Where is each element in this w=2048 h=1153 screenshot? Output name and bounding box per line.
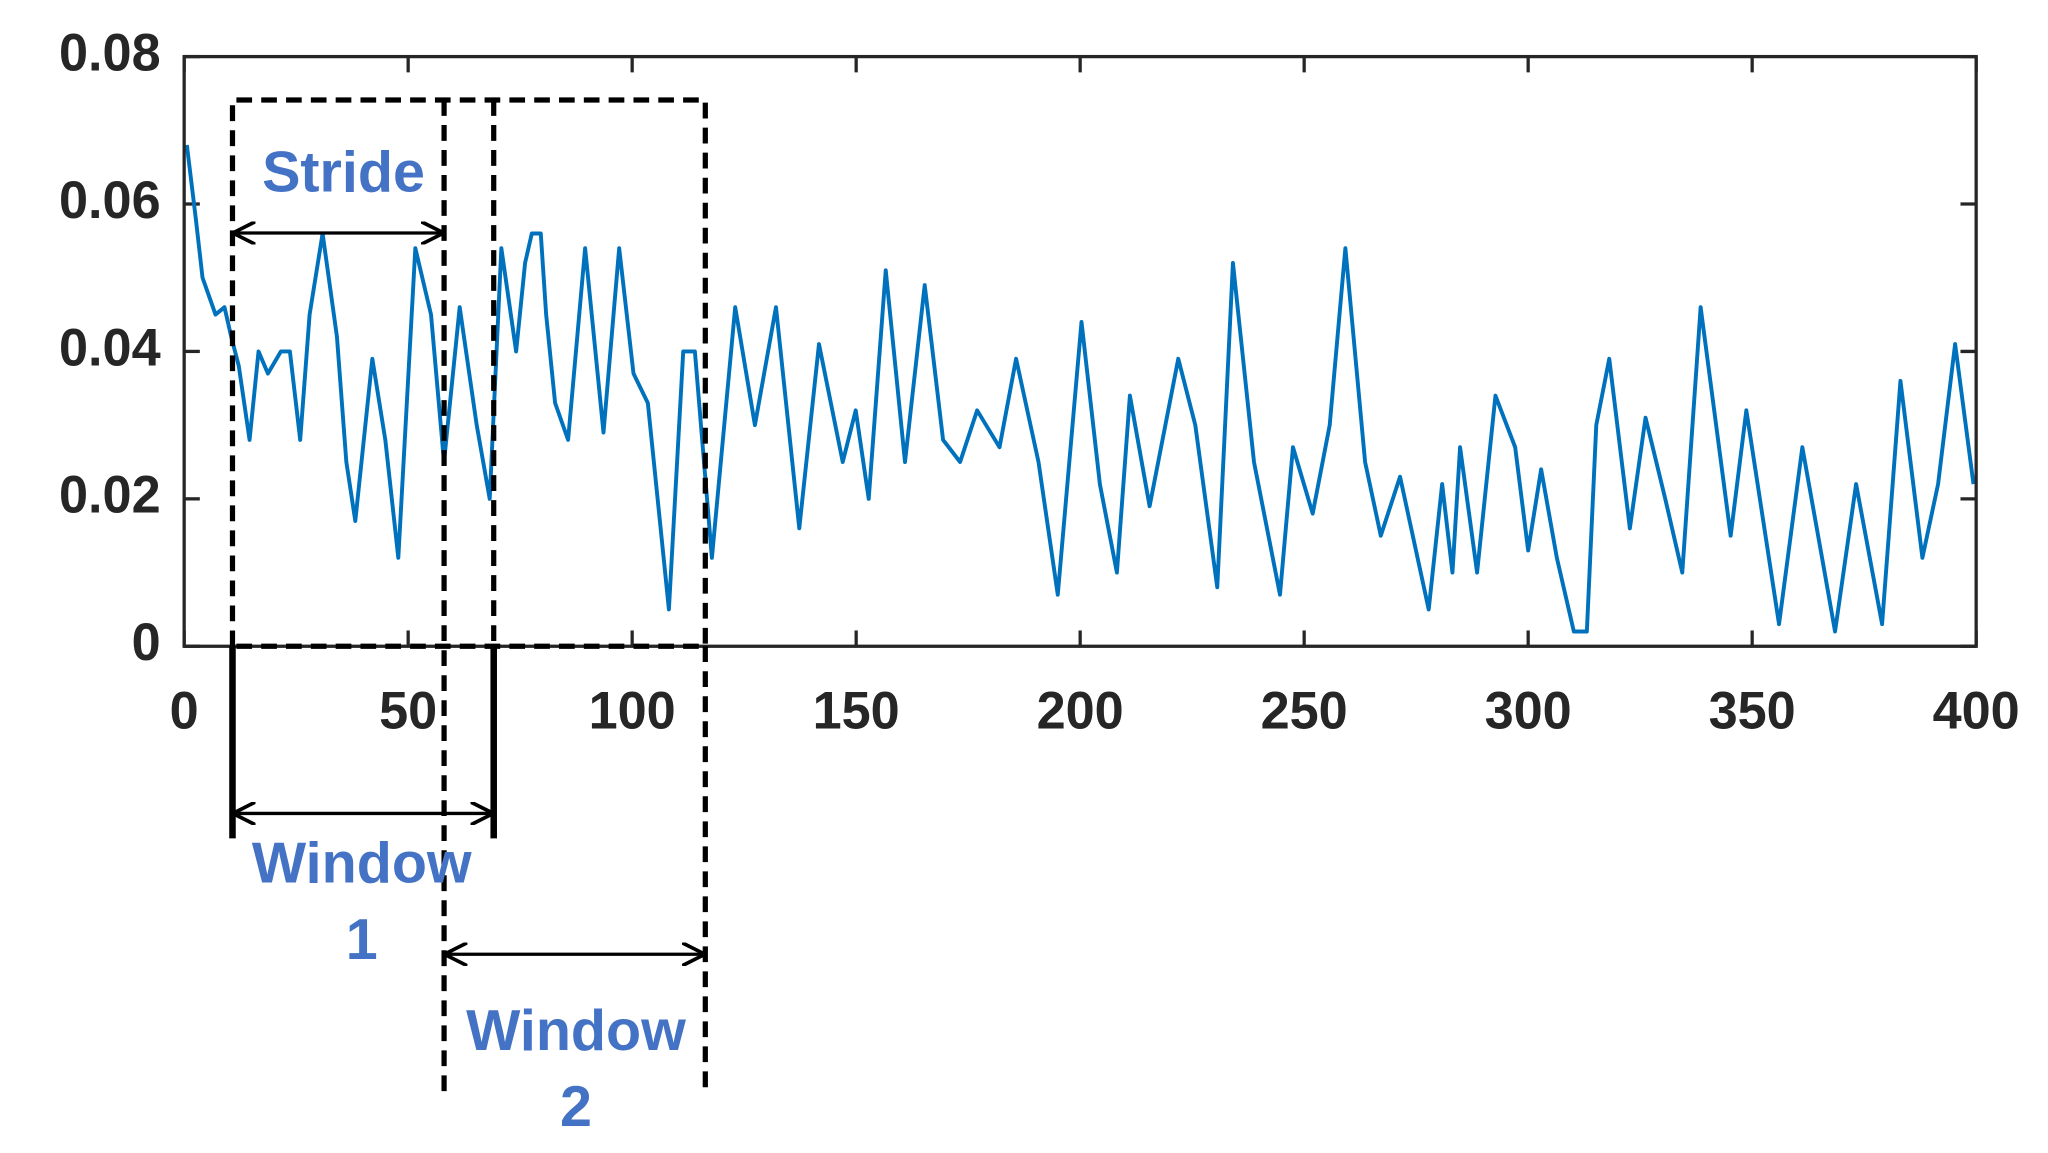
window-label: 1 (346, 908, 378, 972)
x-tick-label: 200 (1037, 682, 1124, 740)
x-tick-label: 300 (1485, 682, 1572, 740)
window-label: Window (252, 831, 472, 895)
data-line (184, 144, 1976, 634)
window-annotation: Stride Window 1 Window 2 (229, 97, 708, 1139)
axes-box (182, 54, 1978, 648)
plot-area: 0 50 100 150 200 250 300 350 400 0 0.02 0.04 0.06 0.0… (59, 24, 2020, 740)
y-tick-label: 0.06 (59, 172, 161, 230)
window-label: 2 (560, 1075, 592, 1139)
y-tick-label: 0.08 (59, 24, 161, 82)
stride-label: Stride (262, 140, 425, 204)
y-tick-label: 0.02 (59, 467, 161, 525)
x-tick-label: 50 (379, 682, 437, 740)
x-tick-label: 350 (1709, 682, 1796, 740)
x-tick-label: 250 (1261, 682, 1348, 740)
x-tick-label: 0 (170, 682, 199, 740)
y-tick-label: 0 (132, 614, 161, 672)
window-box (229, 97, 708, 649)
x-tick-label: 400 (1933, 682, 2020, 740)
x-tick-label: 150 (813, 682, 900, 740)
x-tick-label: 100 (589, 682, 676, 740)
y-tick-label: 0.04 (59, 319, 161, 377)
window-label: Window (466, 999, 686, 1063)
